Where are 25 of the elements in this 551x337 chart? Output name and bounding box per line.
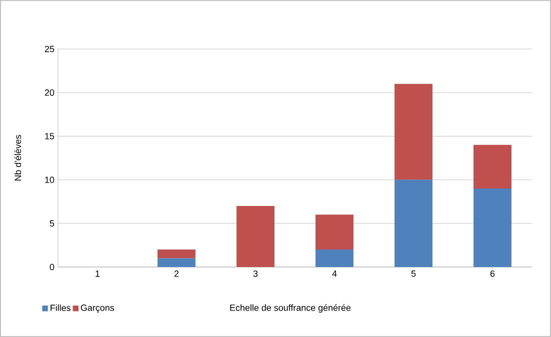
x-tick-label: 2 — [174, 270, 179, 277]
bar — [394, 180, 432, 267]
x-tick-label: 1 — [96, 270, 100, 277]
y-tick-label: 5 — [50, 220, 54, 227]
y-tick-label: 0 — [50, 264, 54, 270]
x-tick-label: 4 — [332, 270, 337, 277]
y-tick-label: 10 — [45, 176, 54, 183]
y-axis-title: Nb d'élèves — [14, 135, 22, 181]
legend-label: Filles — [50, 304, 70, 312]
x-axis-title: Echelle de souffrance générée — [230, 304, 351, 313]
bar — [316, 250, 354, 267]
bar — [236, 206, 274, 267]
bar — [158, 250, 196, 258]
x-tick-label: 6 — [490, 270, 495, 277]
bar — [316, 214, 354, 250]
bar — [158, 258, 196, 267]
y-tick-label: 25 — [44, 46, 54, 52]
legend-label: Garçons — [80, 304, 114, 313]
bar — [394, 84, 432, 180]
y-tick-label: 20 — [44, 89, 54, 96]
x-tick-label: 5 — [411, 270, 416, 277]
y-tick-label: 15 — [45, 133, 54, 140]
bar — [474, 144, 512, 189]
bar — [474, 188, 512, 267]
x-tick-label: 3 — [253, 270, 258, 277]
